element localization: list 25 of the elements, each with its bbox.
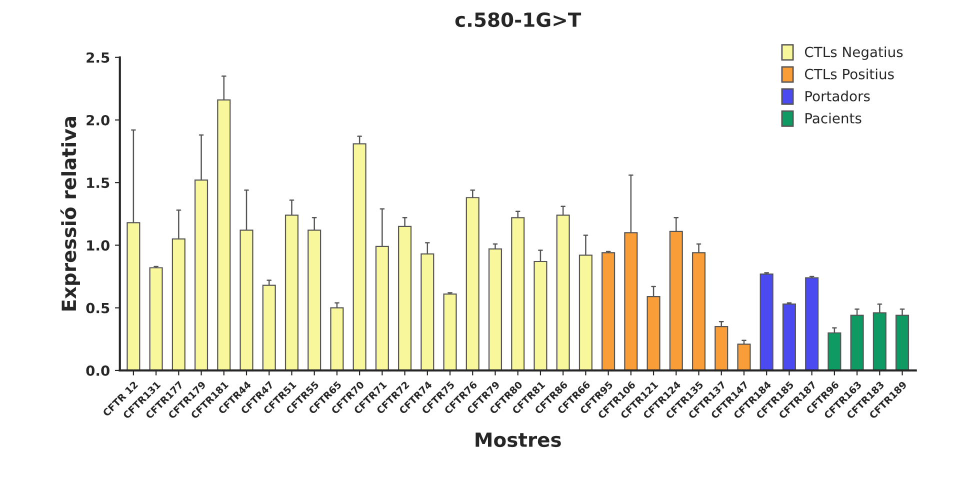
- y-tick-label: 2.5: [86, 52, 110, 63]
- y-tick-label: 1.5: [87, 178, 110, 188]
- bar: [488, 248, 502, 370]
- legend-label: Pacients: [806, 112, 862, 124]
- y-tick-label: 0.0: [86, 365, 110, 376]
- bar: [330, 307, 344, 370]
- y-tick-label: 2.0: [86, 114, 110, 126]
- x-axis-title: Mostres: [476, 432, 561, 448]
- bar: [262, 284, 276, 370]
- bar: [782, 304, 796, 370]
- y-tick-label: 0.5: [86, 302, 110, 314]
- y-axis-title: Expressió relativa: [60, 117, 80, 311]
- legend-label: CTLs Positius: [804, 68, 894, 80]
- bar: [828, 332, 842, 370]
- bar: [805, 277, 819, 370]
- legend-label: Portadors: [806, 90, 870, 102]
- bar: [149, 267, 163, 370]
- bar: [602, 252, 616, 370]
- bar: [443, 294, 457, 370]
- legend-label: CTLs Negatius: [804, 46, 903, 60]
- bar: [714, 326, 728, 370]
- bar: [737, 344, 751, 370]
- bar: [760, 273, 774, 370]
- chart-title: c.580-1G>T: [455, 12, 582, 28]
- y-tick-label: 1.0: [87, 240, 110, 251]
